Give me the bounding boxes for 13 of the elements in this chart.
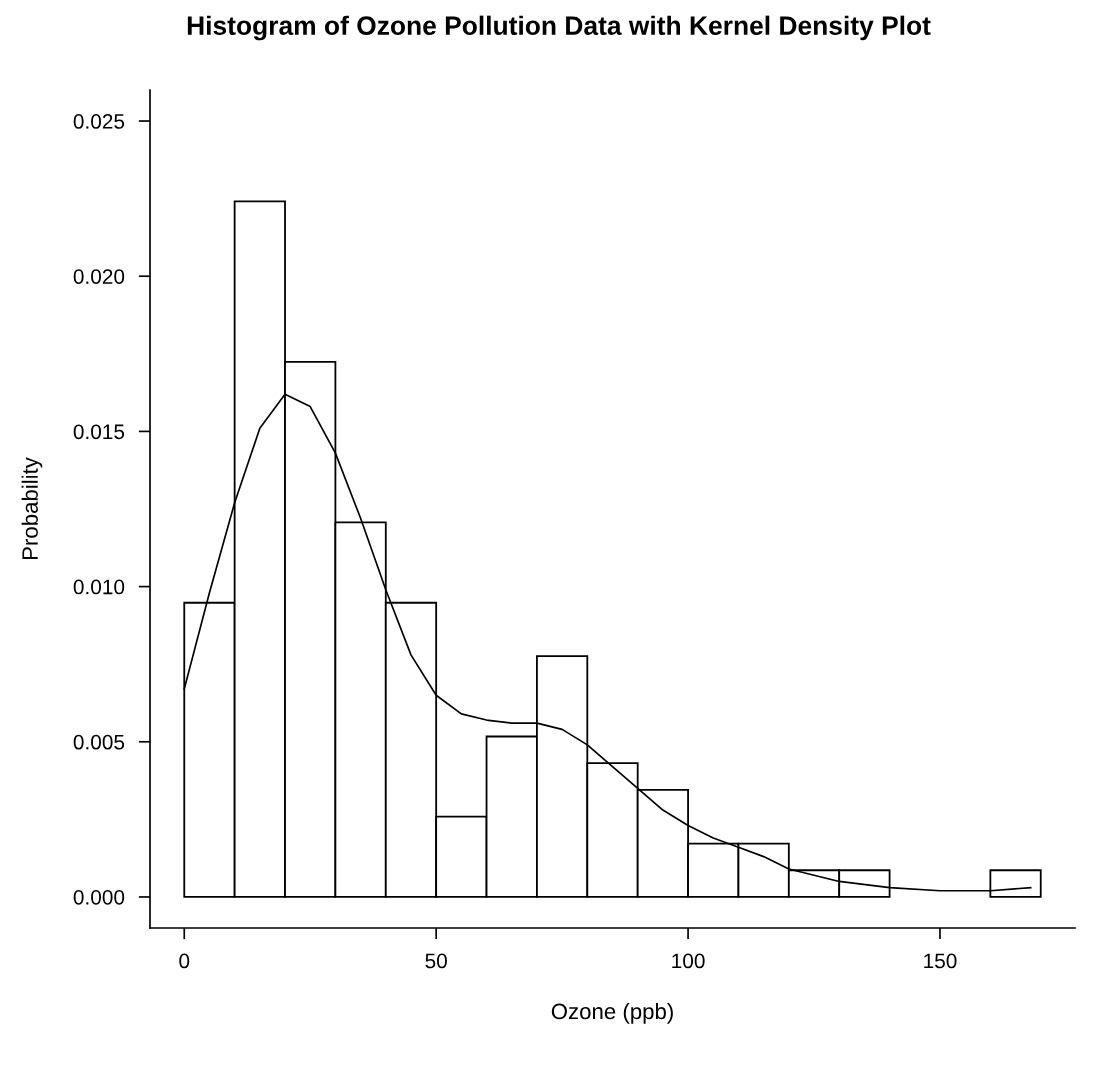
y-tick-label: 0.020 — [73, 269, 125, 284]
chart-title: Histogram of Ozone Pollution Data with Kernel Density Plot — [187, 15, 931, 41]
y-tick-label: 0.010 — [73, 579, 125, 595]
y-tick-label: 0.005 — [73, 734, 125, 750]
x-tick-label: 50 — [425, 953, 447, 969]
x-tick-label: 100 — [672, 953, 705, 969]
x-tick-label: 0 — [179, 953, 190, 969]
x-tick-label: 150 — [924, 953, 957, 969]
y-tick-label: 0.025 — [73, 114, 125, 129]
y-axis-title: Probability — [21, 457, 43, 560]
x-axis-title: Ozone (ppb) — [551, 1002, 673, 1024]
y-tick-label: 0.000 — [73, 889, 125, 905]
y-tick-label: 0.015 — [73, 424, 125, 440]
